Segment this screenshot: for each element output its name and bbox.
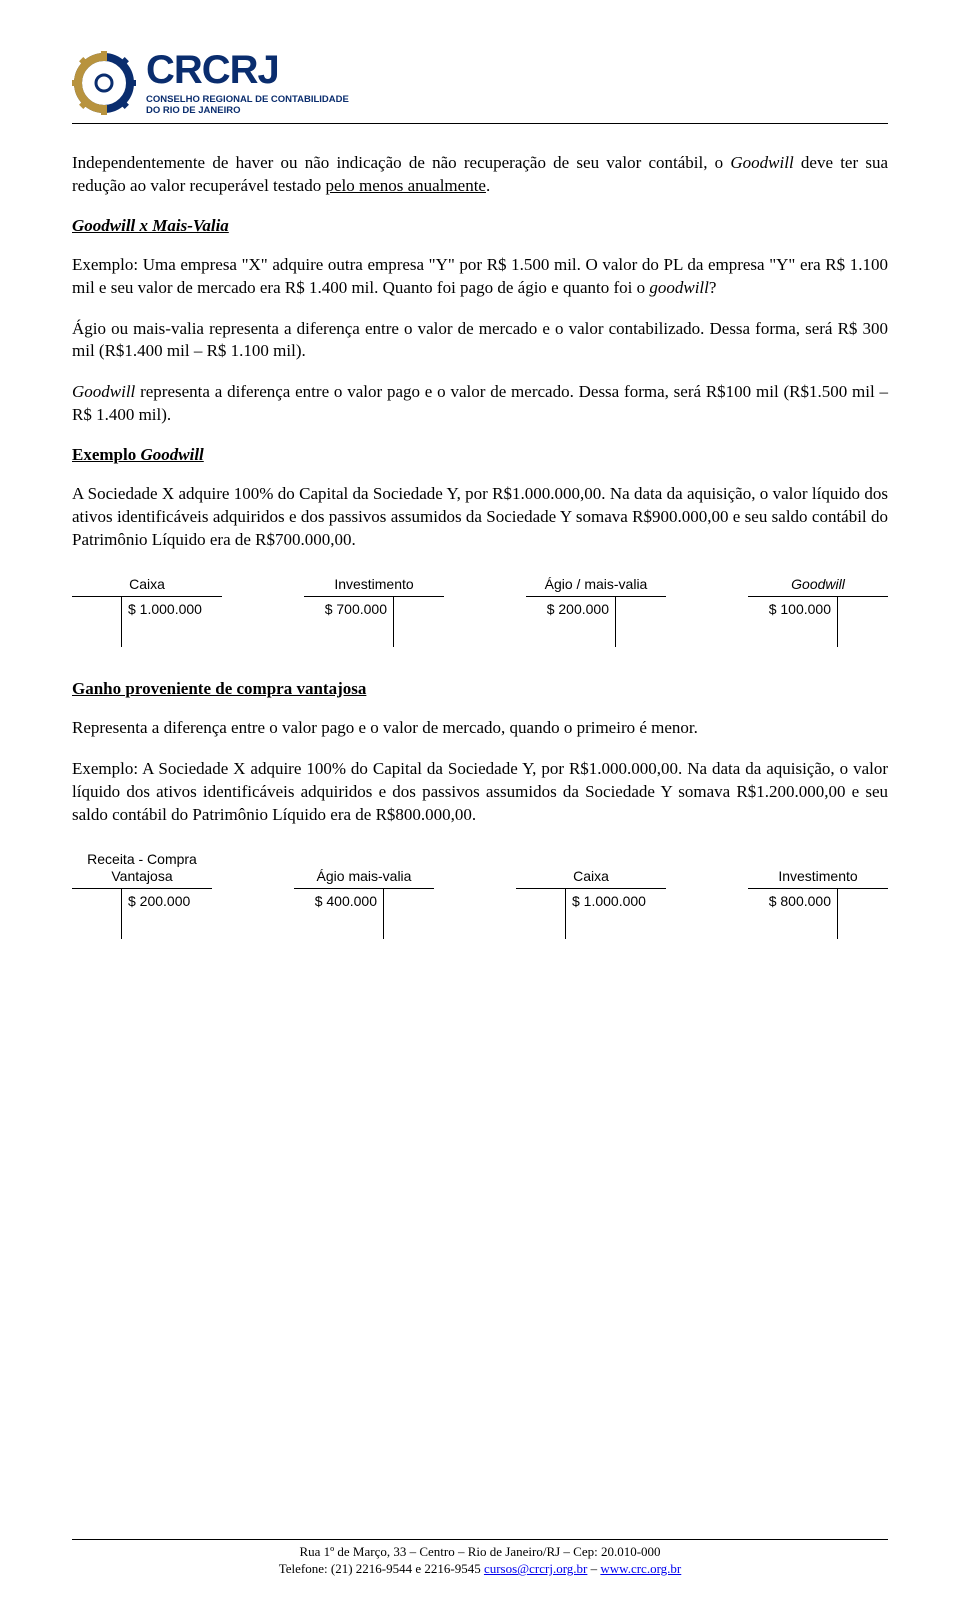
t-account-debit: $ 400.000	[294, 889, 384, 939]
t-account-debit: $ 700.000	[304, 597, 394, 647]
t-account: Caixa $ 1.000.000	[516, 851, 666, 940]
t-account-title: Ágio mais-valia	[317, 851, 412, 885]
heading-exemplo-goodwill: Exemplo Goodwill	[72, 445, 888, 465]
t-account-credit: $ 200.000	[122, 889, 212, 939]
paragraph-example1: Exemplo: Uma empresa "X" adquire outra e…	[72, 254, 888, 300]
t-account-debit: $ 200.000	[526, 597, 616, 647]
logo-subtitle: CONSELHO REGIONAL DE CONTABILIDADE DO RI…	[146, 94, 349, 117]
footer-url-link[interactable]: www.crc.org.br	[600, 1561, 681, 1576]
t-account-title: Ágio / mais-valia	[545, 576, 648, 592]
t-account-debit	[72, 597, 122, 647]
heading-ganho-compra: Ganho proveniente de compra vantajosa	[72, 679, 888, 699]
t-account: Ágio / mais-valia $ 200.000	[526, 576, 666, 647]
t-account-credit	[838, 597, 888, 647]
t-account-title: Investimento	[334, 576, 413, 592]
t-account-debit: $ 100.000	[748, 597, 838, 647]
t-account-title: Goodwill	[791, 576, 845, 592]
t-account: Investimento $ 800.000	[748, 851, 888, 940]
footer: Rua 1º de Março, 33 – Centro – Rio de Ja…	[72, 1539, 888, 1578]
t-account: Ágio mais-valia $ 400.000	[294, 851, 434, 940]
paragraph-ganho-def: Representa a diferença entre o valor pag…	[72, 717, 888, 740]
heading-goodwill-mais-valia: Goodwill x Mais-Valia	[72, 216, 888, 236]
t-account-credit	[394, 597, 444, 647]
paragraph-exemplo2: Exemplo: A Sociedade X adquire 100% do C…	[72, 758, 888, 827]
footer-rule	[72, 1539, 888, 1540]
t-account-body: $ 200.000	[72, 888, 212, 939]
t-account-title: Caixa	[573, 851, 609, 885]
t-account-body: $ 400.000	[294, 888, 434, 939]
t-account-title: Investimento	[778, 851, 857, 885]
t-account-body: $ 100.000	[748, 596, 888, 647]
t-account-credit: $ 1.000.000	[122, 597, 222, 647]
t-account: Investimento $ 700.000	[304, 576, 444, 647]
paragraph-agio: Ágio ou mais-valia representa a diferenç…	[72, 318, 888, 364]
t-accounts-row-1: Caixa $ 1.000.000 Investimento $ 700.000 Ági…	[72, 576, 888, 647]
t-account: Goodwill $ 100.000	[748, 576, 888, 647]
t-account-body: $ 1.000.000	[516, 888, 666, 939]
logo-block: CRCRJ CONSELHO REGIONAL DE CONTABILIDADE…	[72, 50, 888, 117]
paragraph-sociedade-x: A Sociedade X adquire 100% do Capital da…	[72, 483, 888, 552]
page: CRCRJ CONSELHO REGIONAL DE CONTABILIDADE…	[0, 0, 960, 1608]
footer-email-link[interactable]: cursos@crcrj.org.br	[484, 1561, 587, 1576]
t-account-body: $ 200.000	[526, 596, 666, 647]
logo-title: CRCRJ	[146, 50, 349, 90]
gear-logo-icon	[72, 51, 136, 115]
t-account-credit	[838, 889, 888, 939]
t-account-body: $ 1.000.000	[72, 596, 222, 647]
t-account-body: $ 800.000	[748, 888, 888, 939]
t-account-debit	[516, 889, 566, 939]
footer-text: Rua 1º de Março, 33 – Centro – Rio de Ja…	[72, 1544, 888, 1578]
t-account-credit	[616, 597, 666, 647]
t-account-title: Caixa	[129, 576, 165, 592]
t-account: Receita - CompraVantajosa $ 200.000	[72, 851, 212, 940]
t-account-title: Receita - CompraVantajosa	[87, 851, 197, 885]
t-account-debit: $ 800.000	[748, 889, 838, 939]
logo-text: CRCRJ CONSELHO REGIONAL DE CONTABILIDADE…	[146, 50, 349, 117]
t-account-body: $ 700.000	[304, 596, 444, 647]
t-account-credit: $ 1.000.000	[566, 889, 666, 939]
paragraph-goodwill-def: Goodwill representa a diferença entre o …	[72, 381, 888, 427]
t-accounts-row-2: Receita - CompraVantajosa $ 200.000 Ágio …	[72, 851, 888, 940]
t-account-credit	[384, 889, 434, 939]
t-account: Caixa $ 1.000.000	[72, 576, 222, 647]
t-account-debit	[72, 889, 122, 939]
header-rule	[72, 123, 888, 124]
paragraph-intro: Independentemente de haver ou não indica…	[72, 152, 888, 198]
